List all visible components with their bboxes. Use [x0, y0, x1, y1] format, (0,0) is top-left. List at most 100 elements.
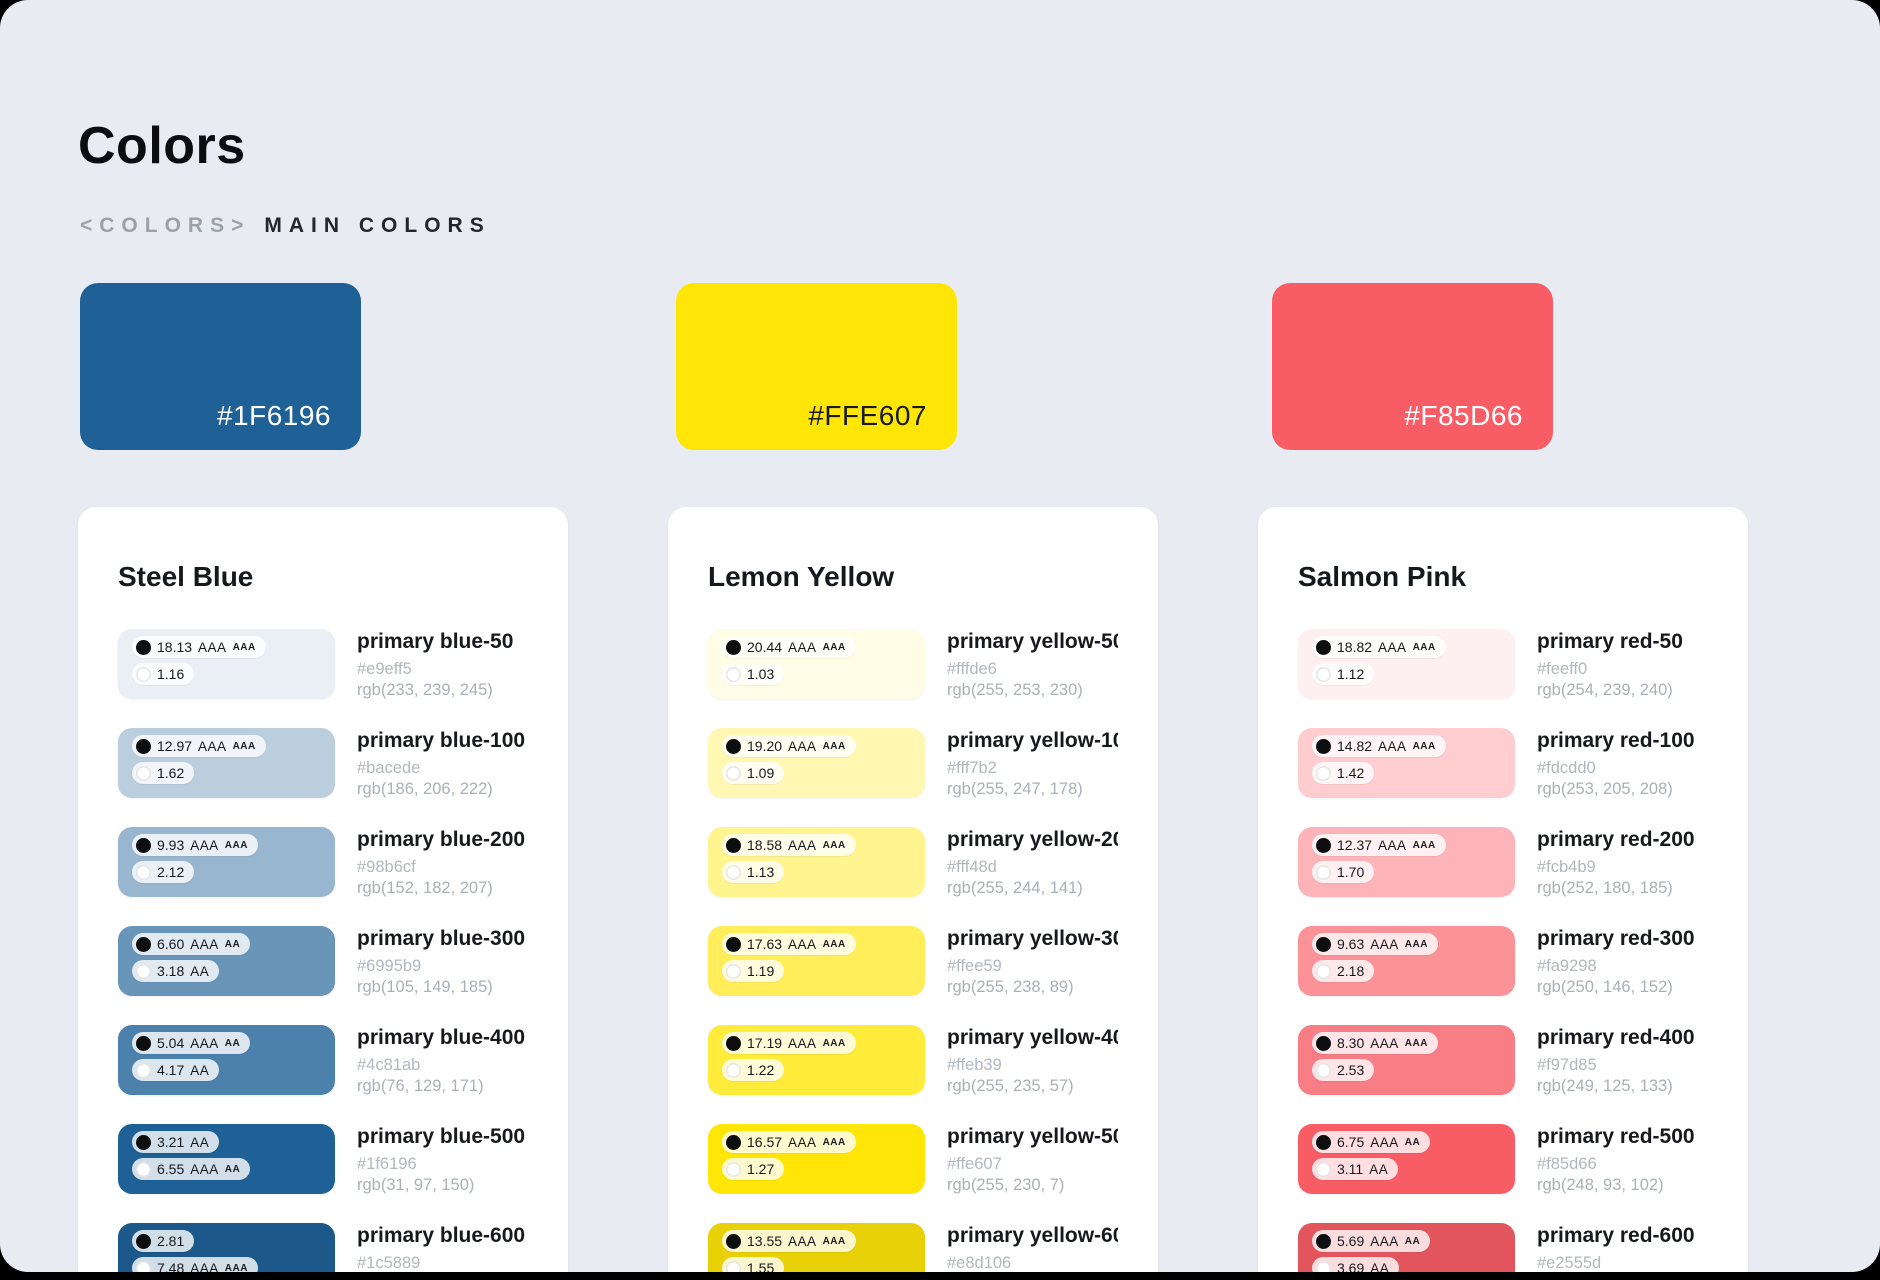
contrast-value-white: 1.70	[1337, 864, 1365, 880]
shade-text: primary red-300 #fa9298 rgb(250, 146, 15…	[1537, 926, 1708, 998]
main-color-swatch[interactable]: #F85D66	[1272, 283, 1553, 450]
shade-hex: #fcb4b9	[1537, 858, 1596, 876]
shade-row: 3.21 AA 6.55 AAA AA primary blue-500 #1f…	[118, 1124, 528, 1196]
main-color-swatch[interactable]: #FFE607	[676, 283, 957, 450]
shade-row: 16.57 AAA AAA 1.27 primary yellow-500 #f…	[708, 1124, 1118, 1196]
contrast-value-black: 14.82	[1337, 738, 1373, 754]
contrast-value-white: 1.55	[747, 1260, 775, 1272]
shade-hex: #fff48d	[947, 858, 997, 876]
shade-row: 12.37 AAA AAA 1.70 primary red-200 #fcb4…	[1298, 827, 1708, 899]
swatch-hex-label: #FFE607	[808, 400, 927, 431]
contrast-value-black: 2.81	[157, 1233, 185, 1249]
contrast-value-white: 1.19	[747, 963, 775, 979]
white-dot-icon	[136, 1260, 151, 1272]
black-dot-icon	[1316, 1233, 1331, 1249]
shade-text: primary yellow-200 #fff48d rgb(255, 244,…	[947, 827, 1118, 899]
palette-card: Lemon Yellow 20.44 AAA AAA 1.03 primary …	[668, 507, 1158, 1272]
contrast-pill-white: 1.22	[722, 1059, 785, 1081]
shade-name: primary blue-600	[357, 1224, 526, 1247]
white-dot-icon	[136, 765, 151, 781]
wcag-badge-small: AAA	[1404, 1037, 1428, 1049]
shade-chip[interactable]: 9.63 AAA AAA 2.18	[1298, 926, 1515, 996]
wcag-badge-small: AAA	[1404, 938, 1428, 950]
wcag-badge-large: AA	[190, 1062, 210, 1078]
palette-cards-row: Steel Blue 18.13 AAA AAA 1.16 primary bl…	[78, 507, 1748, 1272]
shade-chip[interactable]: 8.30 AAA AAA 2.53	[1298, 1025, 1515, 1095]
shade-chip[interactable]: 20.44 AAA AAA 1.03	[708, 629, 925, 699]
shade-text: primary blue-50 #e9eff5 rgb(233, 239, 24…	[357, 629, 528, 701]
wcag-badge-large: AAA	[190, 936, 219, 952]
shade-chip[interactable]: 13.55 AAA AAA 1.55	[708, 1223, 925, 1272]
shade-hex: #4c81ab	[357, 1056, 421, 1074]
contrast-pill-black: 12.97 AAA AAA	[132, 735, 266, 757]
shade-chip[interactable]: 12.97 AAA AAA 1.62	[118, 728, 335, 798]
contrast-value-white: 2.12	[157, 864, 185, 880]
contrast-value-white: 1.16	[157, 666, 185, 682]
shade-chip[interactable]: 17.19 AAA AAA 1.22	[708, 1025, 925, 1095]
black-dot-icon	[726, 738, 741, 754]
white-dot-icon	[136, 1161, 151, 1177]
white-dot-icon	[726, 864, 741, 880]
contrast-pill-white: 2.53	[1312, 1059, 1375, 1081]
shade-chip[interactable]: 3.21 AA 6.55 AAA AA	[118, 1124, 335, 1194]
shade-name: primary red-300	[1537, 927, 1695, 950]
wcag-badge-large: AAA	[788, 936, 817, 952]
contrast-value-black: 16.57	[747, 1134, 783, 1150]
contrast-value-white: 1.09	[747, 765, 775, 781]
shade-text: primary yellow-100 #fff7b2 rgb(255, 247,…	[947, 728, 1118, 800]
shade-chip[interactable]: 18.58 AAA AAA 1.13	[708, 827, 925, 897]
shade-name: primary red-100	[1537, 729, 1695, 752]
shade-chip[interactable]: 18.13 AAA AAA 1.16	[118, 629, 335, 699]
contrast-pill-black: 13.55 AAA AAA	[722, 1230, 856, 1252]
shade-rgb: rgb(105, 149, 185)	[357, 978, 493, 996]
shade-hex: #bacede	[357, 759, 421, 777]
shade-chip[interactable]: 5.69 AAA AA 3.69 AA	[1298, 1223, 1515, 1272]
contrast-pill-white: 1.70	[1312, 861, 1375, 883]
main-color-swatch[interactable]: #1F6196	[80, 283, 361, 450]
contrast-pill-black: 17.63 AAA AAA	[722, 933, 856, 955]
contrast-value-black: 12.97	[157, 738, 193, 754]
wcag-badge-small: AAA	[1412, 641, 1436, 653]
contrast-pill-white: 3.69 AA	[1312, 1257, 1400, 1272]
white-dot-icon	[726, 963, 741, 979]
contrast-value-black: 5.69	[1337, 1233, 1365, 1249]
shade-rgb: rgb(255, 247, 178)	[947, 780, 1083, 798]
shade-chip[interactable]: 9.93 AAA AAA 2.12	[118, 827, 335, 897]
wcag-badge-large: AAA	[788, 1233, 817, 1249]
shade-chip[interactable]: 14.82 AAA AAA 1.42	[1298, 728, 1515, 798]
black-dot-icon	[1316, 639, 1331, 655]
shade-chip[interactable]: 18.82 AAA AAA 1.12	[1298, 629, 1515, 699]
shade-chip[interactable]: 6.75 AAA AA 3.11 AA	[1298, 1124, 1515, 1194]
shade-hex: #e8d106	[947, 1254, 1012, 1272]
shade-chip[interactable]: 19.20 AAA AAA 1.09	[708, 728, 925, 798]
white-dot-icon	[1316, 666, 1331, 682]
shade-chip[interactable]: 17.63 AAA AAA 1.19	[708, 926, 925, 996]
wcag-badge-small: AA	[1404, 1136, 1421, 1148]
shade-name: primary blue-50	[357, 630, 514, 653]
wcag-badge-small: AAA	[822, 641, 846, 653]
contrast-pill-black: 6.75 AAA AA	[1312, 1131, 1431, 1153]
wcag-badge-small: AA	[224, 1163, 241, 1175]
shade-rgb: rgb(254, 239, 240)	[1537, 681, 1673, 699]
shade-hex: #ffee59	[947, 957, 1002, 975]
white-dot-icon	[726, 1062, 741, 1078]
contrast-value-black: 17.63	[747, 936, 783, 952]
shade-chip[interactable]: 2.81 7.48 AAA AAA	[118, 1223, 335, 1272]
wcag-badge-small: AAA	[822, 1136, 846, 1148]
wcag-badge-large: AAA	[1378, 837, 1407, 853]
wcag-badge-large: AA	[1369, 1161, 1389, 1177]
shade-chip[interactable]: 12.37 AAA AAA 1.70	[1298, 827, 1515, 897]
contrast-value-black: 6.75	[1337, 1134, 1365, 1150]
shade-chip[interactable]: 5.04 AAA AA 4.17 AA	[118, 1025, 335, 1095]
shade-chip[interactable]: 16.57 AAA AAA 1.27	[708, 1124, 925, 1194]
wcag-badge-large: AAA	[1370, 936, 1399, 952]
white-dot-icon	[136, 864, 151, 880]
contrast-pill-black: 8.30 AAA AAA	[1312, 1032, 1438, 1054]
shade-text: primary blue-400 #4c81ab rgb(76, 129, 17…	[357, 1025, 528, 1097]
white-dot-icon	[726, 1161, 741, 1177]
shade-rgb: rgb(233, 239, 245)	[357, 681, 493, 699]
shade-text: primary red-50 #feeff0 rgb(254, 239, 240…	[1537, 629, 1708, 701]
shade-hex: #f97d85	[1537, 1056, 1597, 1074]
shade-chip[interactable]: 6.60 AAA AA 3.18 AA	[118, 926, 335, 996]
